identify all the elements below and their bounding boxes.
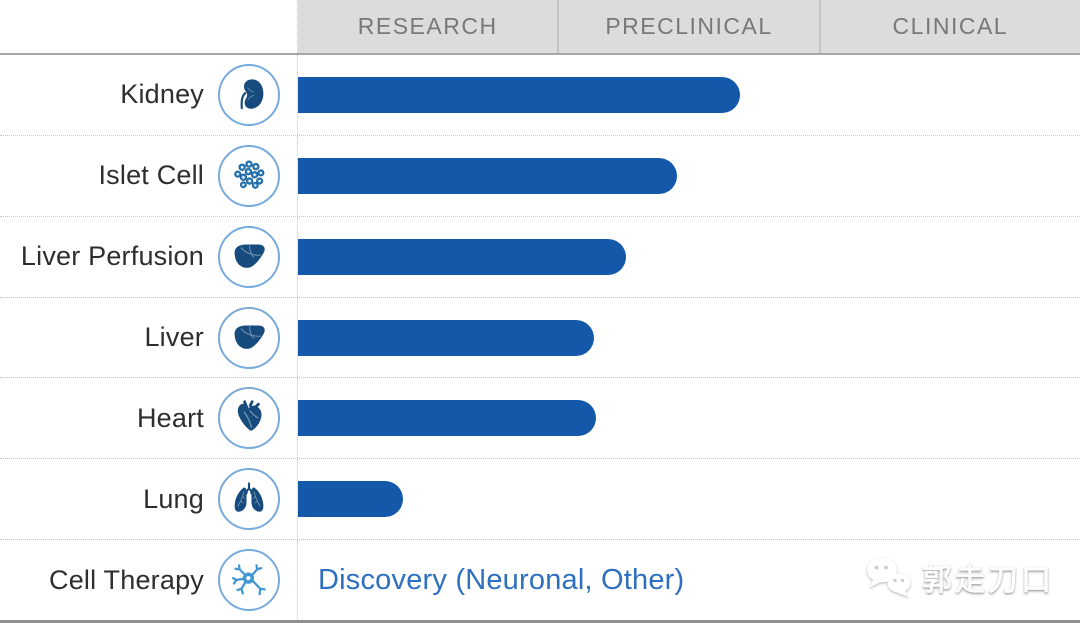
row-label: Liver Perfusion — [20, 241, 204, 272]
column-header-preclinical: PRECLINICAL — [557, 0, 818, 53]
lung-icon — [218, 468, 280, 531]
row-track: Discovery (Neuronal, Other) — [298, 540, 1080, 620]
stage-header: RESEARCH PRECLINICAL CLINICAL — [0, 0, 1080, 55]
column-header-research: RESEARCH — [357, 13, 498, 39]
row-header: Heart — [0, 378, 298, 459]
row-label: Kidney — [120, 79, 204, 110]
pipeline-bar — [298, 319, 594, 356]
kidney-icon — [218, 63, 280, 126]
row-header: Cell Therapy — [0, 540, 298, 620]
row-track — [298, 217, 1080, 297]
header-spacer — [0, 0, 298, 53]
pipeline-bar — [298, 481, 403, 518]
pipeline-bar — [298, 157, 677, 194]
row-header: Liver Perfusion — [0, 216, 298, 297]
row-track — [298, 55, 1080, 135]
liver-icon — [218, 306, 280, 369]
neuron-icon — [218, 549, 280, 612]
islet-cell-icon — [218, 144, 280, 207]
row-label: Heart — [136, 402, 204, 433]
stage-columns: RESEARCH PRECLINICAL CLINICAL — [298, 0, 1080, 53]
pipeline-rows: Kidney Islet Cell — [0, 55, 1080, 620]
row-header: Kidney — [0, 55, 298, 135]
row-track — [298, 136, 1080, 216]
row-label: Lung — [143, 483, 204, 514]
column-header-clinical: CLINICAL — [818, 0, 1080, 53]
row-label: Liver — [144, 322, 204, 352]
table-row-cell-therapy: Cell Therapy — [0, 540, 1080, 620]
table-row-liver: Liver — [0, 297, 1080, 379]
heart-icon — [218, 387, 280, 450]
pipeline-bar — [298, 238, 626, 275]
liver-icon — [218, 225, 280, 288]
row-label: Islet Cell — [98, 160, 204, 191]
row-track — [298, 378, 1080, 458]
row-header: Lung — [0, 459, 298, 540]
table-row-islet-cell: Islet Cell — [0, 135, 1080, 217]
table-row-liver-perfusion: Liver Perfusion — [0, 216, 1080, 298]
row-header: Islet Cell — [0, 135, 298, 216]
table-row-lung: Lung — [0, 459, 1080, 541]
row-track — [298, 459, 1080, 539]
pipeline-bar — [298, 400, 596, 437]
discovery-note: Discovery (Neuronal, Other) — [318, 563, 685, 596]
row-track — [298, 298, 1080, 378]
table-row-heart: Heart — [0, 378, 1080, 460]
row-header: Liver — [0, 297, 298, 378]
row-label: Cell Therapy — [49, 564, 204, 595]
table-row-kidney: Kidney — [0, 55, 1080, 136]
pipeline-bar — [298, 76, 740, 113]
